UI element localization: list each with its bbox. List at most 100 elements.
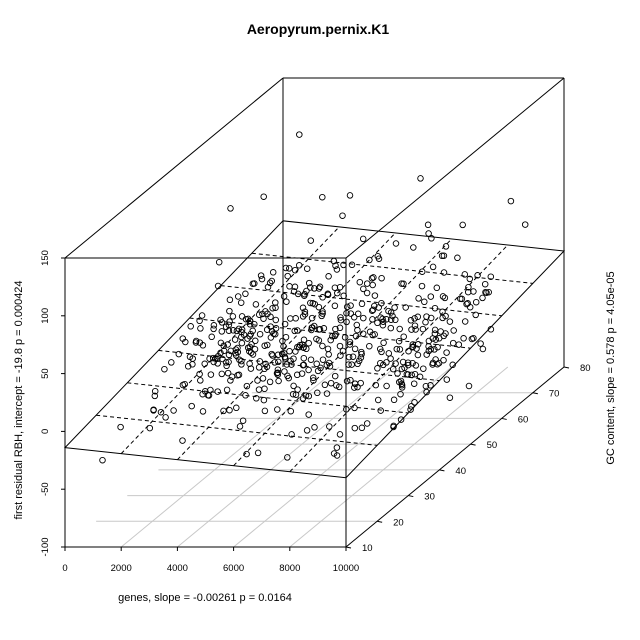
data-point xyxy=(398,365,406,373)
data-point xyxy=(282,264,290,272)
data-point xyxy=(305,279,313,287)
data-point xyxy=(378,274,385,282)
y-tick-label: 10 xyxy=(362,543,373,554)
x-tick-label: 4000 xyxy=(167,563,188,574)
data-point xyxy=(299,304,307,312)
data-point xyxy=(387,316,395,323)
data-point xyxy=(369,306,377,314)
data-point xyxy=(283,298,290,305)
data-point xyxy=(334,289,341,297)
data-point xyxy=(305,366,312,374)
data-point xyxy=(285,374,292,382)
data-point xyxy=(431,326,439,334)
y-tick xyxy=(439,469,445,472)
data-point xyxy=(521,221,529,228)
data-point xyxy=(150,406,157,413)
data-point xyxy=(431,346,438,353)
data-point xyxy=(327,336,334,344)
data-point xyxy=(351,380,359,387)
data-point xyxy=(292,391,300,398)
data-point xyxy=(289,390,297,398)
y-axis: 10 20 30 40 50 60 70 80 xyxy=(345,363,591,554)
data-point xyxy=(346,341,354,348)
data-point xyxy=(117,423,124,431)
data-point xyxy=(225,358,232,366)
x-tick-label: 2000 xyxy=(111,563,132,574)
data-point xyxy=(349,353,357,360)
data-point xyxy=(197,377,204,384)
data-point xyxy=(305,411,312,418)
data-point xyxy=(301,308,309,315)
data-point xyxy=(223,386,231,394)
floor-grid-line xyxy=(120,366,340,548)
data-point xyxy=(408,371,415,379)
data-point xyxy=(379,361,387,369)
data-point xyxy=(253,395,260,402)
data-point xyxy=(267,334,275,341)
data-point xyxy=(331,284,339,291)
data-point xyxy=(347,302,354,309)
data-point xyxy=(262,308,269,315)
data-point xyxy=(390,423,397,431)
data-point xyxy=(224,341,231,348)
data-point xyxy=(296,131,303,138)
data-point xyxy=(425,230,432,237)
data-point xyxy=(161,365,168,373)
plane-grid-line xyxy=(233,238,452,467)
data-point xyxy=(305,339,312,347)
data-point xyxy=(261,342,268,349)
data-point xyxy=(383,382,390,390)
data-point xyxy=(218,319,226,326)
x-tick-label: 6000 xyxy=(223,563,244,574)
data-point xyxy=(179,381,187,389)
data-point xyxy=(249,327,256,335)
data-point xyxy=(199,342,207,349)
data-point xyxy=(336,342,344,350)
data-point xyxy=(397,377,405,385)
data-point xyxy=(281,353,289,361)
data-point xyxy=(325,273,332,280)
data-point xyxy=(465,382,473,390)
data-point xyxy=(275,377,282,385)
data-point xyxy=(224,369,232,377)
data-point xyxy=(210,358,217,366)
y-tick-label: 20 xyxy=(393,517,404,528)
data-point xyxy=(271,359,278,366)
data-point xyxy=(366,256,373,264)
y-tick-label: 30 xyxy=(424,492,435,503)
data-point xyxy=(189,355,196,362)
y-tick xyxy=(408,495,414,498)
data-point xyxy=(461,271,469,278)
data-point xyxy=(387,324,395,332)
data-point xyxy=(215,258,223,266)
data-point xyxy=(333,266,341,273)
data-point xyxy=(274,406,281,413)
data-point xyxy=(321,381,329,389)
data-point xyxy=(307,299,314,307)
data-point xyxy=(366,328,374,336)
data-point xyxy=(397,390,404,398)
data-point xyxy=(412,326,419,333)
data-point xyxy=(357,379,364,387)
data-point xyxy=(315,285,323,292)
data-point xyxy=(358,300,366,308)
data-point xyxy=(234,293,242,300)
data-point xyxy=(409,359,416,367)
data-point xyxy=(226,406,233,414)
data-point xyxy=(443,376,451,383)
data-point xyxy=(387,309,395,316)
data-point xyxy=(351,384,358,391)
data-point xyxy=(214,388,221,395)
data-point xyxy=(254,377,261,384)
data-point xyxy=(389,312,396,320)
data-point xyxy=(350,313,358,321)
plane-grid-line xyxy=(251,252,533,284)
data-point xyxy=(205,392,213,399)
y-tick-label: 60 xyxy=(518,414,529,425)
plane-grid-line xyxy=(127,382,409,414)
x-tick-label: 0 xyxy=(62,563,67,574)
data-point xyxy=(301,290,308,298)
x-tick-label: 10000 xyxy=(333,563,359,574)
data-point xyxy=(429,263,437,271)
